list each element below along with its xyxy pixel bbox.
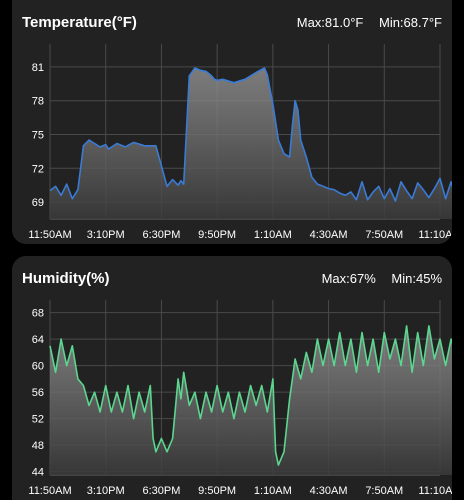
- humidity-xtick-label: 4:30AM: [310, 485, 348, 497]
- temperature-max: Max:81.0°F: [296, 15, 364, 30]
- temperature-ytick-label: 75: [32, 130, 44, 142]
- temperature-series-line: [49, 67, 452, 202]
- humidity-xtick-label: 6:30PM: [142, 485, 180, 497]
- humidity-ytick-label: 52: [32, 414, 44, 426]
- temperature-xtick-label: 7:50AM: [365, 229, 403, 241]
- temperature-ytick-label: 72: [32, 163, 44, 175]
- humidity-ytick-label: 44: [32, 467, 44, 479]
- temperature-xtick-label: 3:10PM: [87, 229, 125, 241]
- humidity-xtick-label: 11:50AM: [28, 485, 71, 497]
- humidity-min: Min:45%: [391, 271, 442, 286]
- humidity-ytick-label: 60: [32, 361, 44, 373]
- humidity-ytick-label: 48: [32, 440, 44, 452]
- temperature-ytick-label: 78: [32, 96, 44, 108]
- humidity-xtick-label: 1:10AM: [254, 485, 292, 497]
- humidity-ytick-label: 56: [32, 387, 44, 399]
- humidity-card: Humidity(%) Max:67% Min:45% 44 48 52 56 60 64…: [12, 256, 452, 500]
- humidity-xtick-label: 3:10PM: [87, 485, 125, 497]
- temperature-stats: Max:81.0°F Min:68.7°F: [285, 15, 442, 30]
- temperature-series-area: [50, 68, 452, 219]
- temperature-xtick-label: 6:30PM: [142, 229, 180, 241]
- humidity-chart: 44 48 52 56 60 64 68 11:50AM 3:10PM 6:30PM 9:50PM 1…: [28, 300, 452, 497]
- temperature-card: Temperature(°F) Max:81.0°F Min:68.7°F 69…: [12, 0, 452, 244]
- humidity-stats: Max:67% Min:45%: [310, 271, 442, 286]
- temperature-min: Min:68.7°F: [378, 15, 442, 30]
- humidity-ytick-label: 68: [32, 308, 44, 320]
- humidity-ytick-label: 64: [32, 334, 44, 346]
- temperature-title: Temperature(°F): [22, 14, 137, 31]
- temperature-ytick-label: 69: [32, 197, 44, 209]
- humidity-xtick-label: 7:50AM: [365, 485, 403, 497]
- temperature-chart: 69 72 75 78 81 11:50AM 3:10PM 6:30PM 9:50PM 1:10A…: [28, 44, 452, 241]
- humidity-xtick-label: 11:10AM: [418, 485, 452, 497]
- humidity-title: Humidity(%): [22, 270, 110, 287]
- temperature-xtick-label: 11:50AM: [28, 229, 71, 241]
- temperature-xtick-label: 1:10AM: [254, 229, 292, 241]
- humidity-series-area: [50, 325, 452, 475]
- temperature-xtick-label: 4:30AM: [310, 229, 348, 241]
- humidity-max: Max:67%: [321, 271, 376, 286]
- temperature-ytick-label: 81: [32, 62, 44, 74]
- humidity-series-line: [49, 325, 452, 466]
- temperature-xtick-label: 11:10AM: [418, 229, 452, 241]
- humidity-xtick-label: 9:50PM: [198, 485, 236, 497]
- temperature-xtick-label: 9:50PM: [198, 229, 236, 241]
